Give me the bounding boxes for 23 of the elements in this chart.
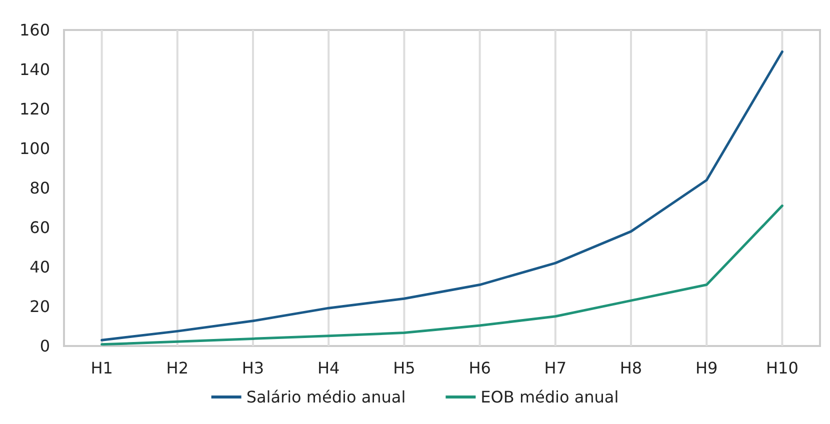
legend-label: Salário médio anual	[246, 388, 406, 406]
x-tick-label: H7	[544, 358, 567, 378]
y-tick-label: 120	[19, 100, 50, 118]
y-tick-label: 60	[30, 218, 50, 237]
x-tick-label: H8	[620, 358, 642, 378]
x-tick-label: H5	[393, 358, 416, 378]
y-tick-label: 140	[19, 60, 50, 79]
x-tick-label: H3	[242, 358, 264, 378]
x-tick-label: H6	[468, 358, 491, 378]
y-tick-label: 80	[30, 178, 50, 198]
line-series	[100, 50, 784, 342]
legend-label: EOB médio anual	[480, 388, 619, 406]
y-tick-label: 0	[40, 336, 50, 356]
y-tick-label: 40	[30, 258, 50, 276]
y-tick-label: 100	[19, 139, 50, 158]
x-tick-label: H1	[90, 358, 113, 378]
y-tick-label: 20	[30, 297, 50, 316]
x-tick-label: H9	[695, 358, 718, 378]
x-tick-label: H10	[766, 358, 798, 378]
line-series	[100, 204, 784, 346]
y-tick-label: 160	[19, 20, 50, 40]
x-tick-label: H2	[166, 358, 189, 378]
x-tick-label: H4	[317, 358, 340, 378]
